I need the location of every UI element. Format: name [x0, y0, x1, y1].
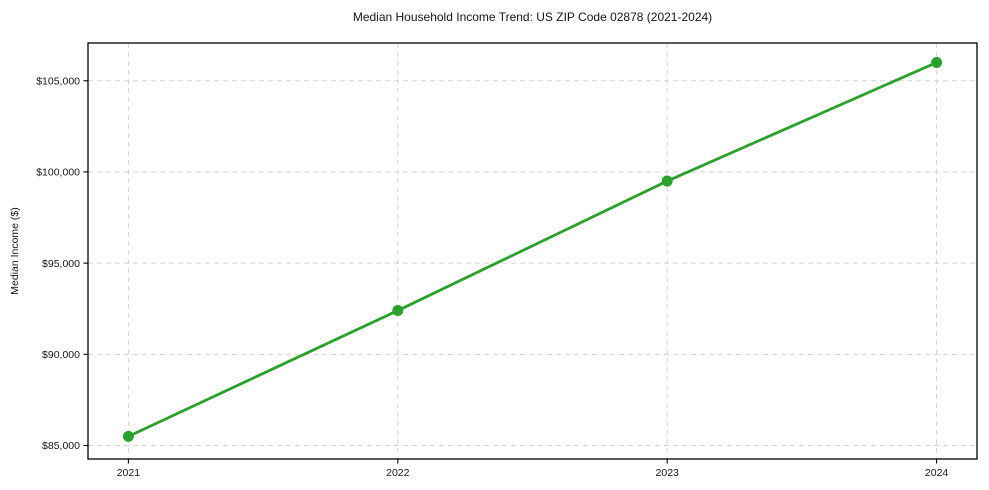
x-tick-label: 2022 — [386, 467, 410, 479]
chart-title: Median Household Income Trend: US ZIP Co… — [352, 10, 713, 24]
income-trend-line — [127, 61, 938, 438]
x-tick-label: 2021 — [117, 467, 141, 479]
x-tick-label: 2023 — [656, 467, 680, 479]
data-point — [392, 305, 404, 317]
y-tick-label: $85,000 — [42, 440, 80, 452]
plot-border — [87, 42, 978, 460]
y-tick-label: $105,000 — [36, 75, 80, 87]
y-tick-label: $95,000 — [42, 258, 80, 270]
data-point — [661, 175, 673, 187]
data-point — [122, 430, 134, 442]
y-tick-label: $100,000 — [36, 167, 80, 179]
x-tick-label: 2024 — [925, 467, 949, 479]
data-point — [931, 57, 943, 69]
y-tick-label: $90,000 — [42, 349, 80, 361]
